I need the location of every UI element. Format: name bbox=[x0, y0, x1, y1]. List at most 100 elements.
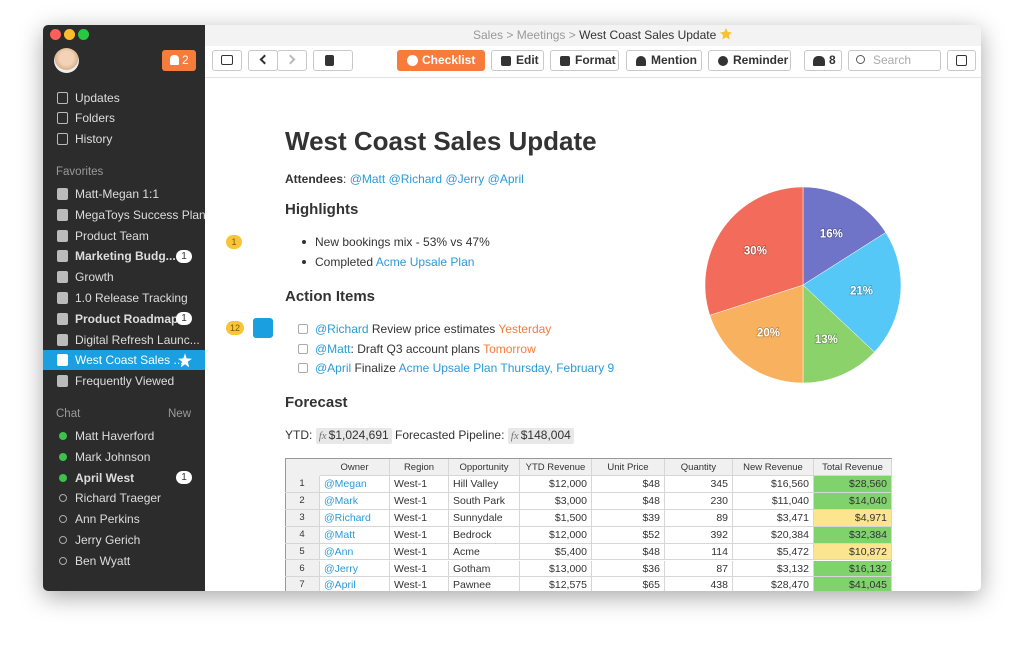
bullet bbox=[302, 260, 306, 264]
favorite-item[interactable]: Growth bbox=[75, 270, 114, 285]
table-cell: Pawnee bbox=[449, 577, 520, 591]
new-chat[interactable]: New bbox=[168, 408, 192, 420]
action-text: Review price estimates bbox=[371, 322, 496, 336]
due-date[interactable]: Tomorrow bbox=[483, 341, 536, 356]
chat-item[interactable]: April West bbox=[75, 470, 135, 485]
label: Edit bbox=[516, 53, 539, 67]
favorite-item[interactable]: Product Team bbox=[75, 228, 149, 243]
favorite-item[interactable]: Digital Refresh Launc... bbox=[75, 332, 200, 347]
label: Mention bbox=[651, 53, 697, 67]
table-cell: @Megan bbox=[320, 476, 390, 493]
offline-dot bbox=[59, 556, 67, 565]
table-cell: 345 bbox=[665, 476, 733, 493]
breadcrumb-item[interactable]: Sales bbox=[473, 28, 504, 42]
mention[interactable]: @Matt bbox=[315, 341, 351, 356]
search-box[interactable]: Search bbox=[848, 50, 941, 71]
close-button[interactable] bbox=[50, 29, 61, 40]
checkbox[interactable] bbox=[298, 363, 308, 373]
mention-button[interactable]: Mention bbox=[626, 50, 702, 71]
document-title: West Coast Sales Update bbox=[285, 126, 597, 156]
due-date[interactable]: Thursday, February 9 bbox=[500, 361, 615, 375]
favorite-item[interactable]: Matt-Megan 1:1 bbox=[75, 187, 160, 201]
text: New bookings mix - 53% vs 47% bbox=[315, 235, 490, 249]
column-header: Opportunity bbox=[449, 459, 520, 476]
table-cell: $11,040 bbox=[733, 492, 814, 510]
favorite-item[interactable]: Frequently Viewed bbox=[75, 374, 175, 389]
checkbox[interactable] bbox=[298, 324, 308, 334]
slice-label: 13% bbox=[815, 334, 838, 346]
notifications-button[interactable]: 2 bbox=[162, 50, 196, 71]
mention[interactable]: @Richard bbox=[315, 322, 369, 336]
highlight-item: Completed Acme Upsale Plan bbox=[315, 253, 474, 271]
favorite-item[interactable]: Product Roadmap bbox=[75, 311, 179, 326]
icon bbox=[856, 55, 865, 64]
checklist-toggle[interactable] bbox=[253, 318, 273, 338]
badge: 1 bbox=[176, 471, 192, 485]
edit-button[interactable]: Edit bbox=[491, 50, 544, 71]
comment-bubble[interactable]: 1 bbox=[226, 235, 242, 249]
table-cell: West-1 bbox=[390, 543, 449, 561]
formula-value: $1,024,691 bbox=[328, 428, 389, 442]
table-cell: South Park bbox=[449, 492, 520, 510]
nav-item[interactable]: History bbox=[75, 132, 113, 146]
table-cell: Hill Valley bbox=[449, 476, 520, 493]
slice-label: 20% bbox=[757, 328, 780, 340]
formula-chip: fx $148,004 bbox=[507, 428, 574, 444]
label: Forecasted Pipeline: bbox=[395, 428, 505, 442]
chat-item[interactable]: Ann Perkins bbox=[75, 512, 140, 527]
attendees-label: Attendees bbox=[285, 172, 344, 186]
row-number: 6 bbox=[285, 560, 320, 578]
back-button[interactable] bbox=[248, 50, 278, 71]
minimize-button[interactable] bbox=[64, 29, 75, 40]
breadcrumb-current: West Coast Sales Update bbox=[579, 28, 717, 42]
nav-item[interactable]: Folders bbox=[75, 111, 116, 125]
icon bbox=[956, 55, 967, 66]
mention[interactable]: @Matt bbox=[349, 172, 386, 186]
favorite-item[interactable]: West Coast Sales ... bbox=[75, 353, 184, 368]
document-menu[interactable] bbox=[313, 50, 353, 71]
item-icon bbox=[57, 292, 68, 304]
chat-item[interactable]: Jerry Gerich bbox=[75, 533, 141, 547]
mention[interactable]: @April bbox=[315, 361, 352, 375]
nav-item[interactable]: Updates bbox=[75, 91, 120, 105]
favorite-item[interactable]: 1.0 Release Tracking bbox=[75, 291, 188, 305]
favorite-item[interactable]: Marketing Budg... bbox=[75, 249, 176, 264]
mention[interactable]: @Richard bbox=[388, 172, 443, 186]
chat-item[interactable]: Mark Johnson bbox=[75, 449, 151, 464]
table-cell: $28,560 bbox=[814, 476, 892, 493]
chat-item[interactable]: Richard Traeger bbox=[75, 491, 162, 506]
action-text: : Draft Q3 account plans bbox=[350, 341, 480, 356]
due-date[interactable]: Yesterday bbox=[498, 322, 552, 336]
chat-item[interactable]: Matt Haverford bbox=[75, 429, 155, 443]
mention[interactable]: @Jerry bbox=[445, 172, 485, 186]
checkbox[interactable] bbox=[298, 343, 308, 354]
sidebar-toggle[interactable] bbox=[212, 50, 242, 71]
star-icon[interactable] bbox=[719, 28, 732, 40]
comment-bubble[interactable]: 12 bbox=[226, 321, 244, 335]
breadcrumb-item[interactable]: Meetings bbox=[516, 28, 566, 42]
table-cell: @Ann bbox=[320, 543, 390, 561]
checklist-button[interactable]: Checklist bbox=[397, 50, 485, 71]
members-button[interactable]: 8 bbox=[804, 50, 842, 71]
formula-value: $148,004 bbox=[520, 428, 571, 442]
avatar[interactable] bbox=[54, 48, 79, 73]
column-header: Unit Price bbox=[592, 459, 665, 476]
compose-button[interactable] bbox=[947, 50, 976, 71]
slice-label: 16% bbox=[820, 228, 843, 240]
chat-item[interactable]: Ben Wyatt bbox=[75, 553, 131, 568]
table-cell: 230 bbox=[665, 492, 733, 510]
format-button[interactable]: Format bbox=[550, 50, 619, 71]
mention[interactable]: @April bbox=[487, 172, 524, 186]
table-cell: 438 bbox=[665, 577, 733, 591]
reminder-button[interactable]: Reminder bbox=[708, 50, 791, 71]
doc-link[interactable]: Acme Upsale Plan bbox=[398, 361, 498, 375]
item-icon bbox=[57, 271, 68, 284]
table-cell: $3,471 bbox=[733, 509, 814, 527]
text: Completed bbox=[315, 255, 374, 269]
table-cell: $28,470 bbox=[733, 577, 814, 591]
doc-link[interactable]: Acme Upsale Plan bbox=[375, 255, 475, 269]
slice-label: 30% bbox=[744, 245, 767, 257]
forward-button[interactable] bbox=[277, 50, 307, 71]
favorite-item[interactable]: MegaToys Success Plan bbox=[75, 207, 206, 222]
zoom-button[interactable] bbox=[78, 29, 89, 40]
